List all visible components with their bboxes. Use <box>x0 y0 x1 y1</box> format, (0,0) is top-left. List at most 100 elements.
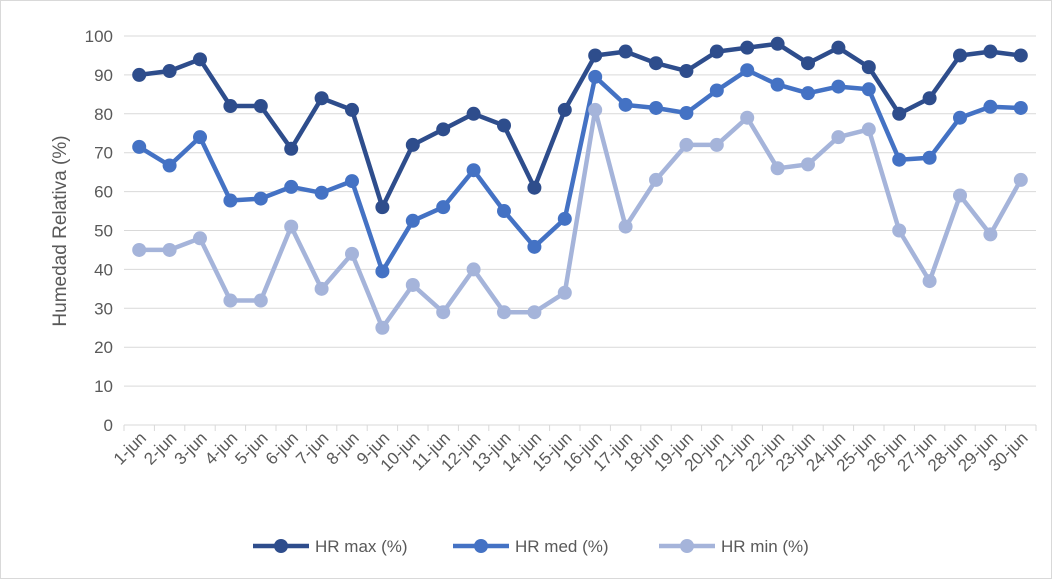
data-point <box>922 150 937 165</box>
data-point <box>922 274 937 289</box>
data-point <box>1013 100 1028 115</box>
y-tick-label: 50 <box>94 222 113 241</box>
data-point <box>253 99 268 114</box>
data-point <box>466 163 481 178</box>
x-tick-label: 2-jun <box>140 428 180 468</box>
x-tick-label: 1-jun <box>110 428 150 468</box>
y-axis-ticks: 0 10 20 30 40 50 60 70 80 90 100 <box>85 27 113 435</box>
data-point <box>588 69 603 84</box>
y-tick-label: 80 <box>94 105 113 124</box>
x-tick-label: 7-jun <box>292 428 332 468</box>
legend-marker <box>274 539 288 553</box>
y-tick-label: 100 <box>85 27 113 46</box>
data-point <box>284 179 299 194</box>
data-point <box>953 48 967 63</box>
x-axis-ticks: 1-jun2-jun3-jun4-jun5-jun6-jun7-jun8-jun… <box>110 425 1037 475</box>
data-point <box>284 219 299 234</box>
legend-item-2: HR med (%) <box>453 537 609 556</box>
data-point <box>983 227 998 242</box>
data-point <box>983 44 998 59</box>
data-point <box>223 293 238 308</box>
data-point <box>405 137 420 152</box>
data-point <box>527 180 542 195</box>
data-point <box>162 158 177 173</box>
data-point <box>831 79 846 94</box>
data-point <box>375 264 390 279</box>
data-point <box>618 97 633 112</box>
data-point <box>861 122 876 137</box>
data-point <box>527 305 542 320</box>
data-point <box>193 130 207 145</box>
data-point <box>557 102 572 117</box>
data-point <box>983 99 998 114</box>
data-point <box>162 242 177 257</box>
data-point <box>132 67 147 82</box>
legend-marker <box>474 539 488 553</box>
data-point <box>193 52 207 67</box>
data-point <box>253 191 268 206</box>
data-point <box>649 100 663 115</box>
data-point <box>953 188 967 203</box>
data-point <box>557 285 572 300</box>
y-tick-label: 20 <box>94 338 113 357</box>
y-tick-label: 30 <box>94 299 113 318</box>
data-point <box>679 137 694 152</box>
data-point <box>284 141 299 156</box>
data-point <box>1013 172 1028 187</box>
legend-item-1: HR max (%) <box>253 537 408 556</box>
data-point <box>831 130 846 145</box>
data-point <box>436 305 451 320</box>
x-tick-label: 3-jun <box>171 428 211 468</box>
data-point <box>497 305 511 320</box>
y-tick-label: 90 <box>94 66 113 85</box>
data-point <box>345 102 359 117</box>
data-point <box>497 204 511 219</box>
y-tick-label: 40 <box>94 260 113 279</box>
data-point <box>618 219 633 234</box>
data-point <box>162 64 177 79</box>
y-tick-label: 10 <box>94 377 113 396</box>
data-point <box>861 82 876 97</box>
data-point <box>345 246 359 261</box>
data-point <box>953 110 967 125</box>
data-point <box>436 200 451 215</box>
data-point <box>223 193 238 208</box>
data-point <box>253 293 268 308</box>
data-point <box>679 64 694 79</box>
x-tick-label: 6-jun <box>262 428 302 468</box>
data-point <box>649 172 663 187</box>
series-line-3 <box>136 107 1024 331</box>
data-point <box>892 106 907 121</box>
data-point <box>740 110 755 125</box>
data-point <box>740 63 755 78</box>
data-point <box>922 91 937 106</box>
data-point <box>861 60 876 75</box>
data-point <box>1013 48 1028 63</box>
legend-label: HR max (%) <box>315 537 408 556</box>
series-group <box>132 36 1028 335</box>
data-point <box>801 86 815 101</box>
data-point <box>588 48 603 63</box>
series-line-1 <box>136 41 1024 210</box>
x-tick-label: 8-jun <box>323 428 363 468</box>
legend-label: HR min (%) <box>721 537 809 556</box>
data-point <box>375 320 390 335</box>
data-point <box>223 99 238 114</box>
y-tick-label: 70 <box>94 144 113 163</box>
x-tick-label: 5-jun <box>231 428 271 468</box>
data-point <box>679 106 694 121</box>
data-point <box>527 239 542 254</box>
data-point <box>801 157 815 172</box>
data-point <box>314 91 329 106</box>
data-point <box>314 185 329 200</box>
data-point <box>618 44 633 59</box>
data-point <box>405 277 420 292</box>
data-point <box>132 139 147 154</box>
data-point <box>436 122 451 137</box>
data-point <box>405 213 420 228</box>
data-point <box>588 102 603 117</box>
data-point <box>132 242 147 257</box>
data-point <box>345 174 359 189</box>
